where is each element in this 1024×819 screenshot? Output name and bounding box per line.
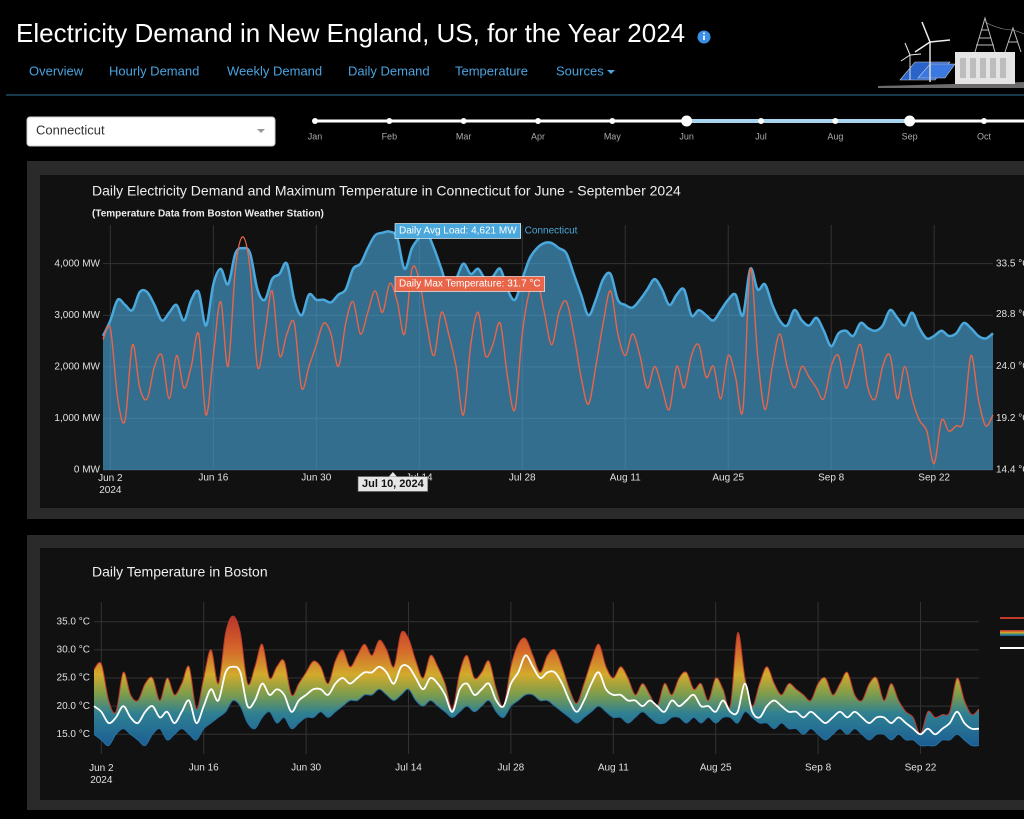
slider-dot bbox=[981, 118, 987, 124]
slider-dot bbox=[312, 118, 318, 124]
slider-dot bbox=[535, 118, 541, 124]
axis-labels: 0 MW 1,000 MW 2,000 MW 3,000 MW 4,000 MW 14.4… bbox=[54, 258, 1024, 495]
x-tick-label: Sep 8 bbox=[818, 473, 845, 484]
hover-text: Jul 10, 2024 bbox=[362, 478, 425, 490]
series-line bbox=[102, 236, 994, 465]
x-tick-label: Sep 22 bbox=[905, 763, 937, 774]
temperature-band bbox=[94, 616, 979, 746]
chart: 15.0 °C 20.0 °C 25.0 °C 30.0 °C 35.0 °C Jun 2… bbox=[57, 602, 1024, 786]
x-tick-label: Jun 16 bbox=[189, 763, 219, 774]
y2-tick-label: 14.4 °C bbox=[996, 465, 1024, 476]
hover-labels: Daily Avg Load: 4,621 MW Connecticut Daily… bbox=[357, 223, 578, 492]
hover-text: Daily Avg Load: 4,621 MW bbox=[399, 226, 517, 237]
x-tick-label: Sep 8 bbox=[805, 763, 832, 774]
page-title: Electricity Demand in New England, US, f… bbox=[16, 18, 685, 48]
slider-label: May bbox=[604, 131, 622, 141]
nav-link[interactable]: Hourly Demand bbox=[109, 63, 199, 78]
y-tick-label: 30.0 °C bbox=[57, 644, 90, 655]
legend bbox=[1000, 617, 1024, 649]
y-tick-label: 25.0 °C bbox=[57, 673, 90, 684]
y2-tick-label: 24.0 °C bbox=[996, 361, 1024, 372]
slider-label: Mar bbox=[456, 131, 472, 141]
y-tick-label: 3,000 MW bbox=[54, 310, 100, 321]
slider-dot bbox=[832, 118, 839, 124]
y2-tick-label: 33.5 °C bbox=[996, 258, 1024, 269]
plot bbox=[93, 615, 980, 747]
x-tick-label: Aug 25 bbox=[712, 473, 744, 484]
hover-box bbox=[394, 223, 521, 239]
nav-link[interactable]: Weekly Demand bbox=[227, 63, 322, 78]
x-tick-label: Aug 11 bbox=[598, 763, 629, 774]
slider-label: Sep bbox=[902, 131, 918, 141]
hover-pointer bbox=[388, 472, 397, 477]
x-tick-label: Jun 30 bbox=[291, 763, 321, 774]
x-tick-label: Jun 16 bbox=[198, 473, 228, 484]
nav-link[interactable]: Sources bbox=[556, 63, 604, 78]
slider-label: Jul bbox=[755, 131, 767, 141]
area-fill bbox=[103, 231, 993, 470]
slider-label: Oct bbox=[977, 131, 992, 141]
y2-tick-label: 28.8 °C bbox=[996, 309, 1024, 320]
y-tick-label: 1,000 MW bbox=[54, 413, 100, 424]
y-tick-label: 4,000 MW bbox=[54, 258, 100, 269]
chart: 0 MW 1,000 MW 2,000 MW 3,000 MW 4,000 MW 14.4… bbox=[54, 223, 1024, 496]
x-tick-label: Jul 28 bbox=[498, 763, 525, 774]
x-tick-label: Jul 14 bbox=[395, 763, 422, 774]
x-tick-label: Sep 22 bbox=[918, 473, 950, 484]
hover-text: Daily Max Temperature: 31.7 °C bbox=[399, 279, 541, 290]
series-line bbox=[93, 615, 980, 735]
slider-handle[interactable] bbox=[681, 115, 693, 127]
slider-dot bbox=[758, 118, 764, 124]
y-tick-label: 15.0 °C bbox=[57, 729, 90, 740]
legend-swatch[interactable] bbox=[1000, 630, 1024, 636]
y-tick-label: 35.0 °C bbox=[57, 616, 90, 627]
nav-link[interactable]: Temperature bbox=[455, 63, 528, 78]
chart-subtitle: (Temperature Data from Boston Weather St… bbox=[92, 209, 324, 220]
hover-box bbox=[394, 276, 545, 292]
slider-label: Feb bbox=[382, 131, 398, 141]
y2-tick-label: 19.2 °C bbox=[996, 413, 1024, 424]
x-tick-label: Jun 2 2024 bbox=[98, 473, 123, 496]
slider-label: Jun bbox=[679, 131, 694, 141]
x-tick-label: Aug 25 bbox=[700, 763, 732, 774]
y-tick-label: 0 MW bbox=[74, 465, 101, 476]
x-tick-label: Jun 30 bbox=[301, 473, 331, 484]
dropdown-value[interactable]: Connecticut bbox=[36, 122, 105, 137]
month-slider[interactable]: Jan Feb Mar Apr May Jun Jul Aug Sep Oct bbox=[308, 115, 1024, 142]
energy-illustration bbox=[878, 16, 1024, 88]
slider-dot bbox=[609, 118, 616, 124]
chart-title: Daily Temperature in Boston bbox=[92, 564, 268, 580]
slider-dot bbox=[386, 118, 393, 124]
nav-link[interactable]: Overview bbox=[29, 63, 84, 78]
slider-dot bbox=[460, 118, 467, 124]
chart-title: Daily Electricity Demand and Maximum Tem… bbox=[92, 183, 681, 199]
axis-labels: 15.0 °C 20.0 °C 25.0 °C 30.0 °C 35.0 °C Jun 2… bbox=[57, 616, 937, 785]
y-tick-label: 20.0 °C bbox=[57, 701, 90, 712]
slider-handle[interactable] bbox=[904, 115, 916, 127]
info-icon[interactable] bbox=[697, 30, 711, 44]
slider-label: Aug bbox=[827, 131, 843, 141]
x-tick-label: Aug 11 bbox=[610, 473, 641, 484]
plot bbox=[101, 230, 994, 470]
nav-link[interactable]: Daily Demand bbox=[348, 63, 430, 78]
dropdown-caret[interactable] bbox=[607, 70, 615, 74]
x-tick-label: Jul 28 bbox=[509, 473, 536, 484]
hover-series-name: Connecticut bbox=[525, 226, 578, 237]
slider-label: Jan bbox=[308, 131, 323, 141]
y-tick-label: 2,000 MW bbox=[54, 361, 100, 372]
x-tick-label: Jun 2 2024 bbox=[89, 763, 114, 786]
series-line bbox=[93, 654, 980, 736]
series-line bbox=[101, 230, 994, 348]
series-line bbox=[93, 688, 980, 747]
state-dropdown[interactable]: Connecticut bbox=[26, 116, 276, 147]
slider-label: Apr bbox=[531, 131, 545, 141]
